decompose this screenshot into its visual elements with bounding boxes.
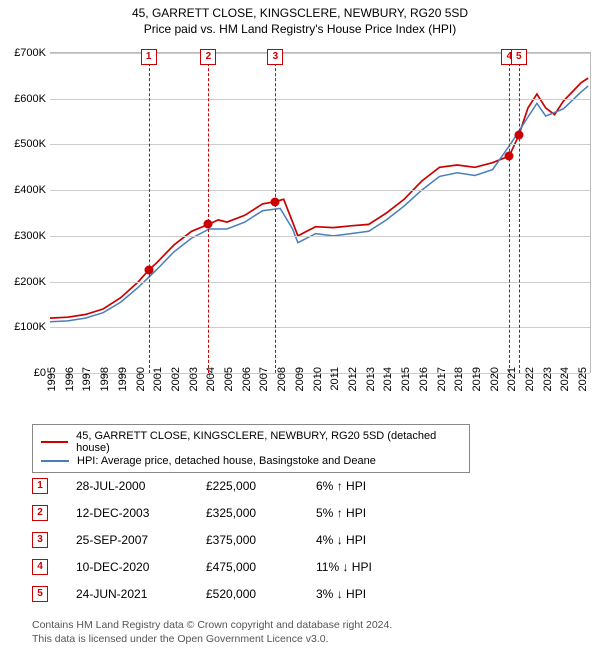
x-tick-label: 2000: [135, 367, 147, 391]
x-tick-label: 2019: [471, 367, 483, 391]
sale-price: £325,000: [206, 506, 316, 520]
event-dot: [514, 131, 523, 140]
sale-row: 1 28-JUL-2000£225,0006% ↑ HPI: [32, 472, 406, 499]
x-tick-label: 2024: [559, 367, 571, 391]
y-tick-label: £600K: [2, 93, 46, 105]
x-tick-label: 2001: [152, 367, 164, 391]
x-tick-label: 1995: [46, 367, 58, 391]
y-tick-label: £700K: [2, 47, 46, 59]
sale-index: 2: [32, 505, 48, 521]
legend-label: 45, GARRETT CLOSE, KINGSCLERE, NEWBURY, …: [76, 430, 461, 454]
y-tick-label: £100K: [2, 321, 46, 333]
sale-row: 5 24-JUN-2021£520,0003% ↓ HPI: [32, 580, 406, 607]
sale-date: 10-DEC-2020: [76, 560, 206, 574]
footer-line2: This data is licensed under the Open Gov…: [32, 632, 392, 646]
x-tick-label: 2014: [382, 367, 394, 391]
x-tick-label: 2013: [365, 367, 377, 391]
event-marker-label: 1: [141, 49, 157, 65]
y-tick-label: £300K: [2, 230, 46, 242]
x-tick-label: 2015: [400, 367, 412, 391]
event-dot: [144, 266, 153, 275]
x-tick-label: 2020: [489, 367, 501, 391]
x-tick-label: 2005: [223, 367, 235, 391]
chart-area: £0£100K£200K£300K£400K£500K£600K£700K199…: [50, 52, 591, 373]
y-tick-label: £200K: [2, 276, 46, 288]
sale-price: £375,000: [206, 533, 316, 547]
x-tick-label: 2021: [506, 367, 518, 391]
event-marker-label: 3: [267, 49, 283, 65]
sale-row: 2 12-DEC-2003£325,0005% ↑ HPI: [32, 499, 406, 526]
event-dot: [271, 197, 280, 206]
event-line: [519, 53, 520, 373]
sale-date: 12-DEC-2003: [76, 506, 206, 520]
x-tick-label: 1998: [99, 367, 111, 391]
sale-row: 4 10-DEC-2020£475,00011% ↓ HPI: [32, 553, 406, 580]
x-tick-label: 2004: [205, 367, 217, 391]
sales-table: 1 28-JUL-2000£225,0006% ↑ HPI 2 12-DEC-2003…: [32, 472, 406, 607]
chart-title: 45, GARRETT CLOSE, KINGSCLERE, NEWBURY, …: [0, 6, 600, 20]
footer-attribution: Contains HM Land Registry data © Crown c…: [32, 618, 392, 646]
event-line: [275, 53, 276, 373]
legend-label: HPI: Average price, detached house, Basi…: [77, 455, 376, 467]
event-line: [509, 53, 510, 373]
x-tick-label: 2010: [312, 367, 324, 391]
x-tick-label: 2018: [453, 367, 465, 391]
x-tick-label: 2016: [418, 367, 430, 391]
x-tick-label: 2002: [170, 367, 182, 391]
legend-swatch: [41, 441, 68, 443]
sale-price: £520,000: [206, 587, 316, 601]
x-tick-label: 2012: [347, 367, 359, 391]
x-tick-label: 1997: [81, 367, 93, 391]
x-tick-label: 2009: [294, 367, 306, 391]
legend-item: 45, GARRETT CLOSE, KINGSCLERE, NEWBURY, …: [41, 430, 461, 454]
x-tick-label: 2003: [188, 367, 200, 391]
x-tick-label: 2011: [329, 367, 341, 391]
event-dot: [204, 220, 213, 229]
x-tick-label: 2017: [436, 367, 448, 391]
x-tick-label: 2022: [524, 367, 536, 391]
y-tick-label: £500K: [2, 138, 46, 150]
sale-delta: 4% ↓ HPI: [316, 533, 406, 547]
sale-index: 5: [32, 586, 48, 602]
x-tick-label: 1996: [64, 367, 76, 391]
x-tick-label: 2007: [258, 367, 270, 391]
x-tick-label: 2025: [577, 367, 589, 391]
x-tick-label: 2006: [241, 367, 253, 391]
sale-date: 28-JUL-2000: [76, 479, 206, 493]
event-line: [149, 53, 150, 373]
y-tick-label: £400K: [2, 184, 46, 196]
footer-line1: Contains HM Land Registry data © Crown c…: [32, 618, 392, 632]
legend: 45, GARRETT CLOSE, KINGSCLERE, NEWBURY, …: [32, 424, 470, 473]
x-tick-label: 1999: [117, 367, 129, 391]
sale-delta: 3% ↓ HPI: [316, 587, 406, 601]
sale-price: £475,000: [206, 560, 316, 574]
event-line: [208, 53, 209, 373]
sale-index: 3: [32, 532, 48, 548]
sale-delta: 5% ↑ HPI: [316, 506, 406, 520]
sale-index: 4: [32, 559, 48, 575]
sale-date: 25-SEP-2007: [76, 533, 206, 547]
series-hpi: [50, 86, 588, 322]
y-tick-label: £0: [2, 367, 46, 379]
legend-swatch: [41, 460, 69, 462]
event-marker-label: 2: [200, 49, 216, 65]
sale-delta: 11% ↓ HPI: [316, 560, 406, 574]
sale-date: 24-JUN-2021: [76, 587, 206, 601]
x-tick-label: 2023: [542, 367, 554, 391]
event-marker-label: 5: [511, 49, 527, 65]
x-tick-label: 2008: [276, 367, 288, 391]
sale-price: £225,000: [206, 479, 316, 493]
legend-item: HPI: Average price, detached house, Basi…: [41, 455, 461, 467]
sale-delta: 6% ↑ HPI: [316, 479, 406, 493]
event-dot: [505, 151, 514, 160]
chart-subtitle: Price paid vs. HM Land Registry's House …: [0, 22, 600, 36]
sale-index: 1: [32, 478, 48, 494]
sale-row: 3 25-SEP-2007£375,0004% ↓ HPI: [32, 526, 406, 553]
